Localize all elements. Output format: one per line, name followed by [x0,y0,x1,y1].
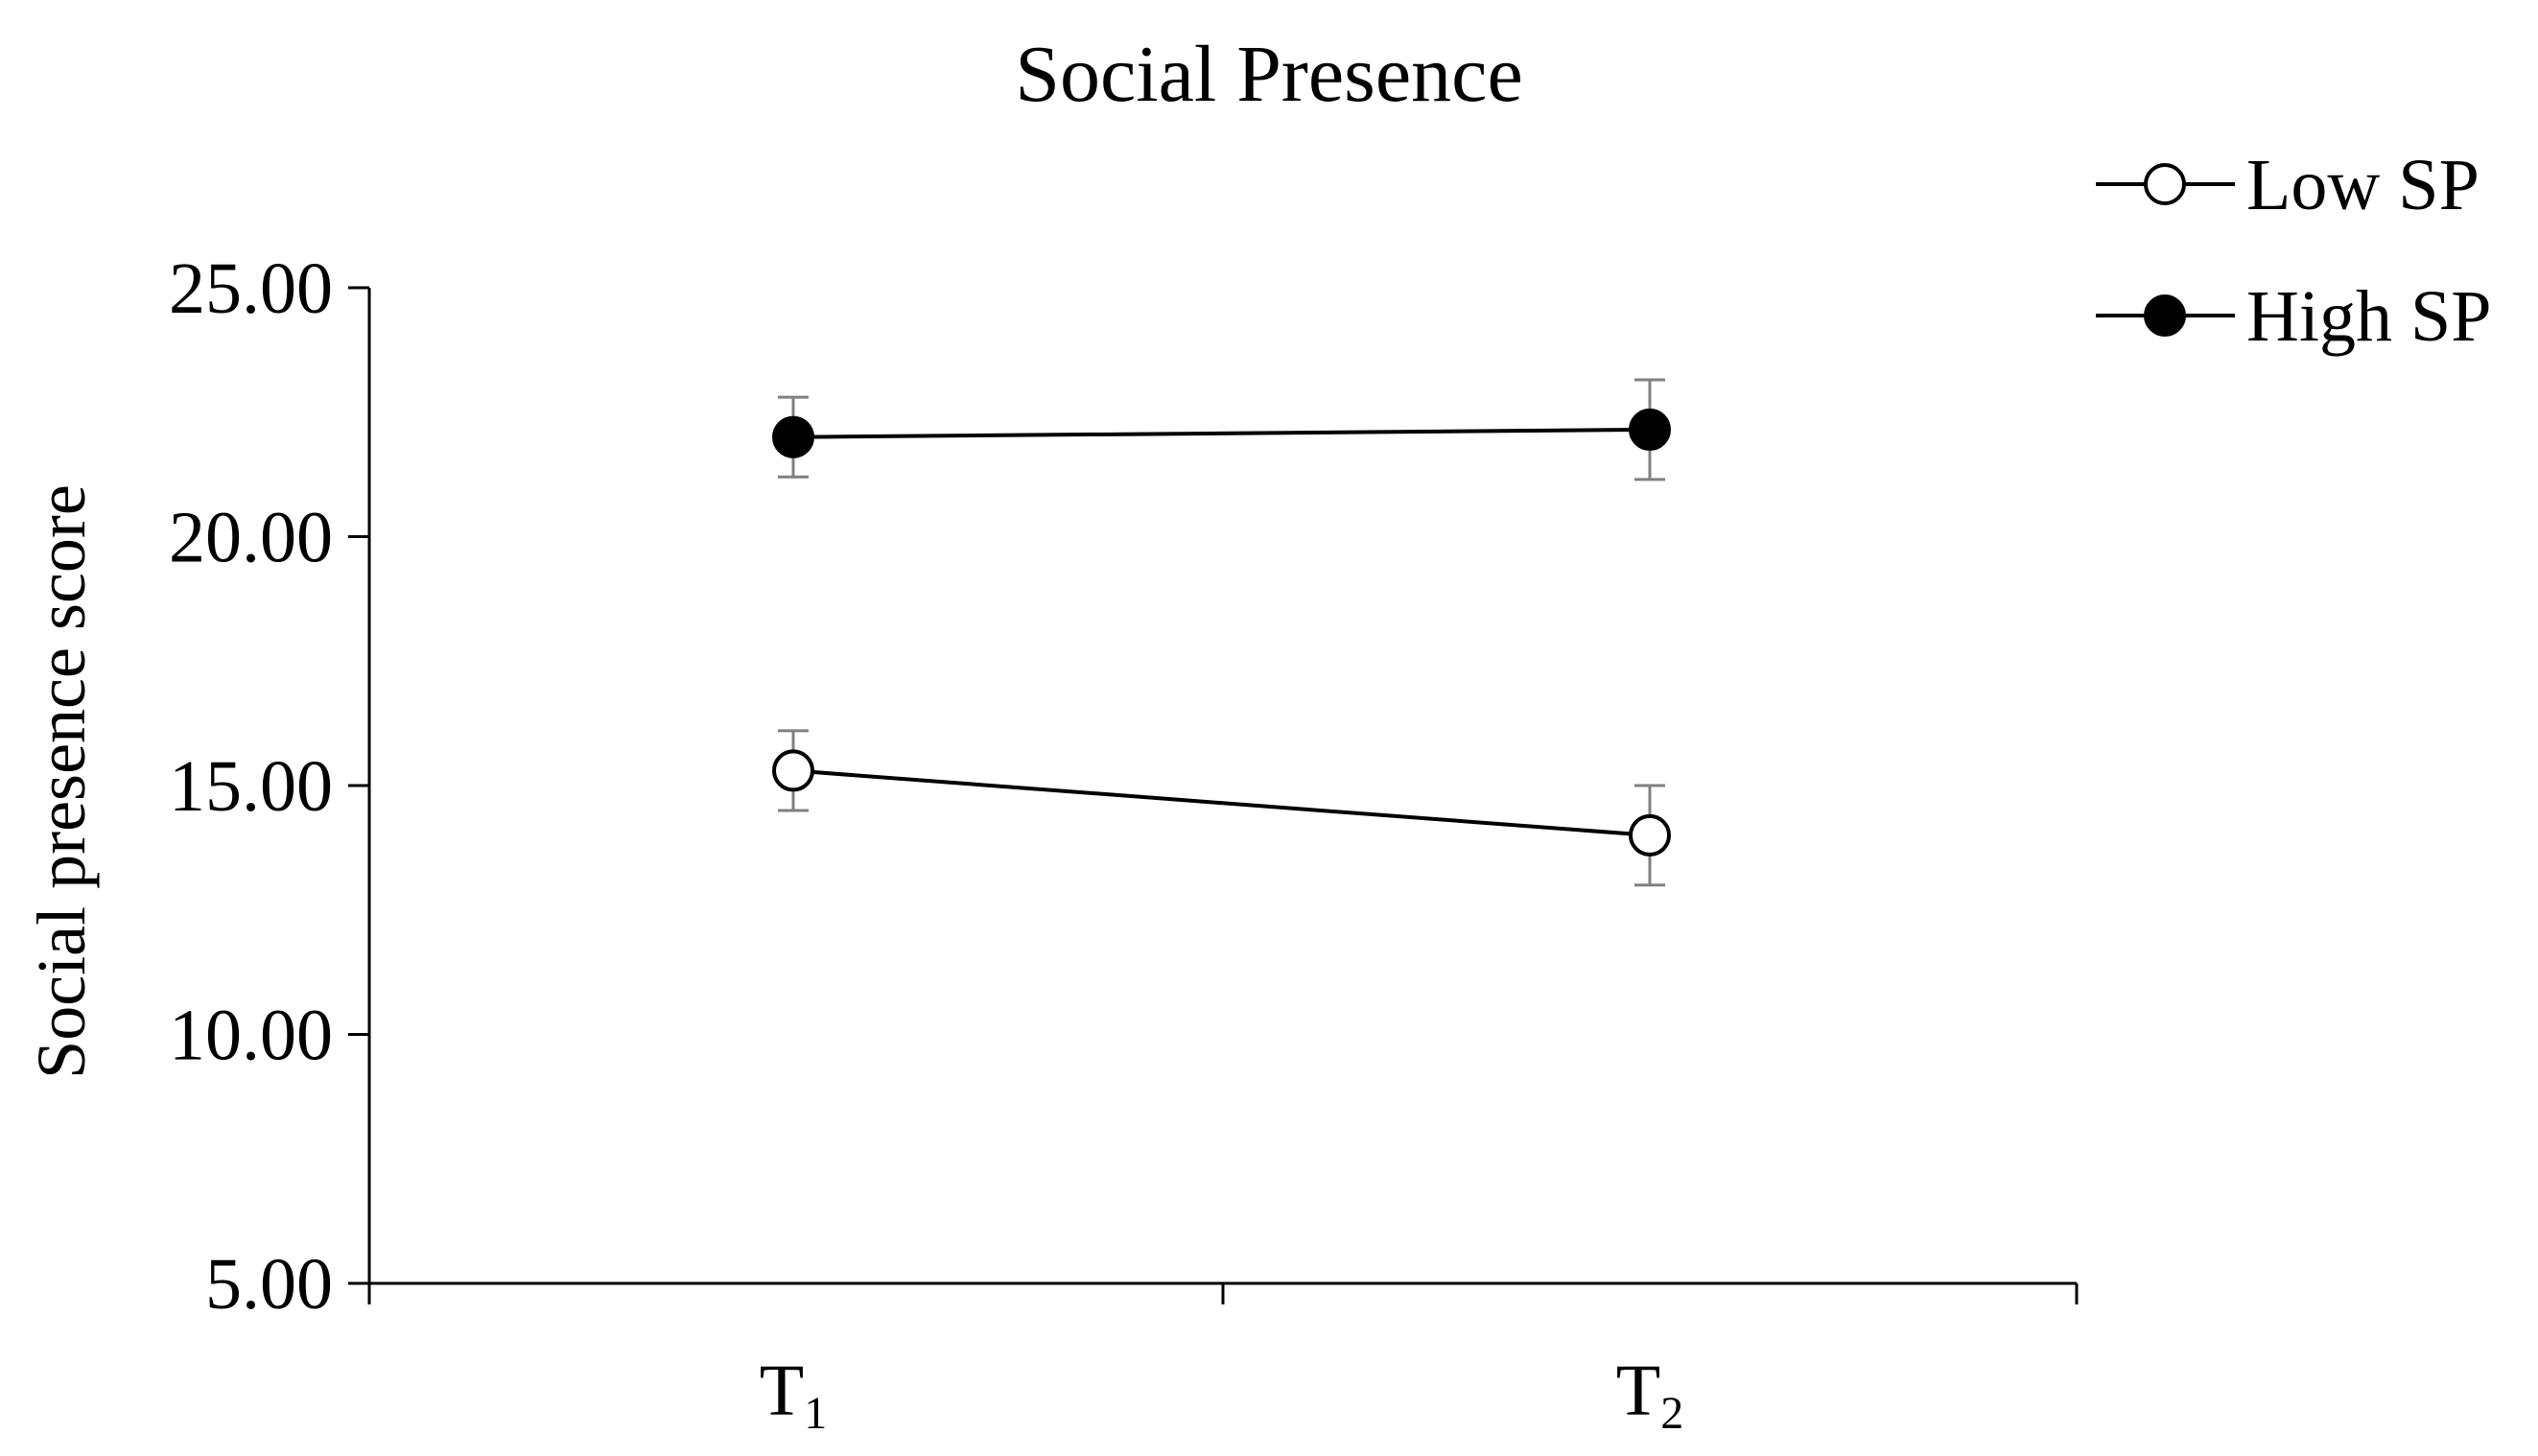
data-point [1629,408,1671,451]
y-tick-labels: 5.00 10.00 15.00 20.00 25.00 [169,248,333,1325]
legend-item: Low SP [2096,145,2479,225]
data-point [772,415,814,458]
chart-title: Social Presence [1015,30,1522,119]
series-line [792,768,1651,837]
series-high-sp [772,378,1671,481]
legend-marker [2144,163,2186,205]
data-point [1629,813,1671,857]
legend-item: High SP [2096,276,2492,357]
x-tick-label: T1 [760,1350,827,1439]
x-tick-labels: T1 T2 [760,1350,1683,1439]
y-axis-label: Social presence score [23,484,100,1079]
axes [348,286,2079,1304]
data-point [772,749,814,792]
x-tick-label: T2 [1616,1350,1683,1439]
y-tick-label: 10.00 [169,996,333,1076]
y-tick-label: 5.00 [205,1244,333,1325]
series-group [772,378,1671,887]
series-line [792,427,1651,439]
y-tick-label: 20.00 [169,498,333,578]
y-tick-label: 25.00 [169,248,333,329]
y-tick-label: 15.00 [169,746,333,827]
series-low-sp [772,729,1671,887]
legend-label: Low SP [2246,145,2479,225]
legend-marker [2144,294,2186,337]
legend-label: High SP [2246,276,2492,357]
legend: Low SP High SP [2096,145,2492,357]
